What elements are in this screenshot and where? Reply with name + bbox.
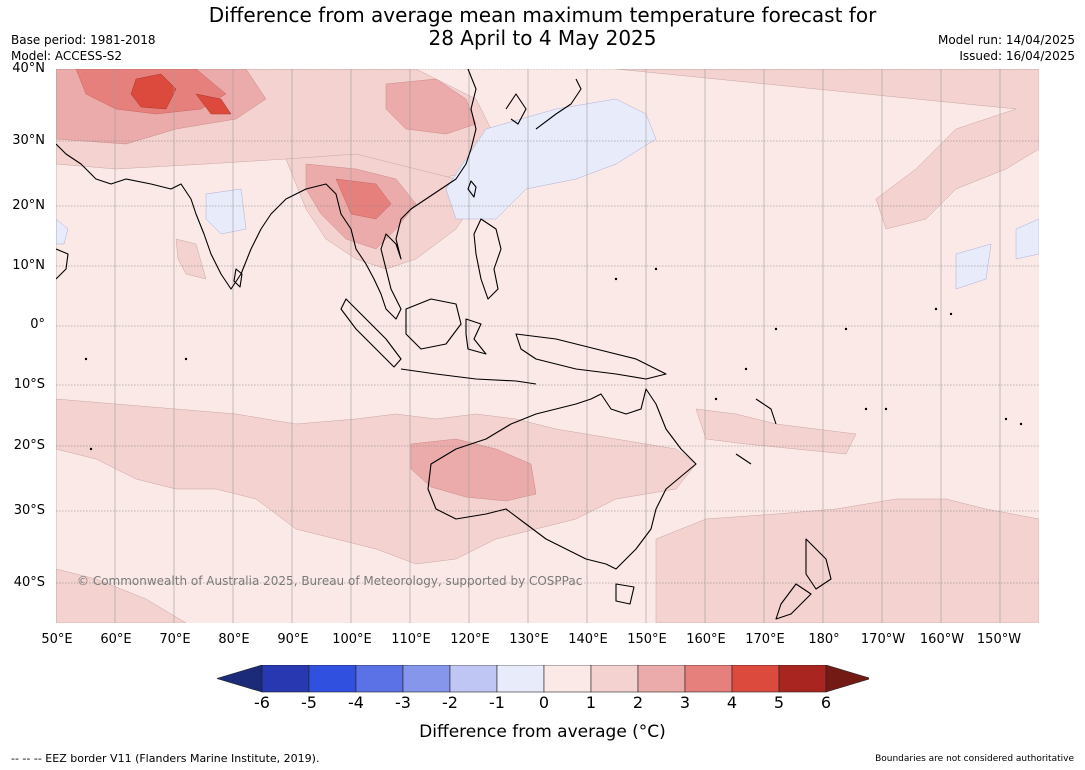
colorbar-cell: [637, 665, 686, 693]
model-name: Model: ACCESS-S2: [11, 49, 123, 63]
lat-label-20n: 20°N: [12, 198, 45, 213]
anomaly-4to5: [130, 73, 232, 115]
map-title: Difference from average mean maximum tem…: [208, 3, 877, 50]
colorbar-cell: [778, 665, 827, 693]
colorbar-cell: [308, 665, 357, 693]
anomaly-map: [56, 69, 1039, 623]
lon-label: 160°E: [686, 632, 726, 647]
colorbar-tick-label: -2: [442, 693, 458, 712]
lon-label: 130°E: [509, 632, 549, 647]
colorbar-tick-label: 4: [726, 693, 738, 712]
lon-label: 150°E: [627, 632, 667, 647]
island-dots: [84, 267, 1023, 451]
colorbar-tick-label: 6: [820, 693, 832, 712]
meta-right: Model run: 14/04/2025 Issued: 16/04/2025: [938, 32, 1075, 64]
colorbar-cell: [261, 665, 310, 693]
lon-label: 150°W: [976, 632, 1022, 647]
colorbar-extend-high: [825, 665, 869, 693]
lat-label-30n: 30°N: [12, 133, 45, 148]
colorbar-cell: [496, 665, 545, 693]
lat-gridlines: [56, 69, 1039, 584]
colorbar-tick-label: -4: [348, 693, 364, 712]
colorbar-tick-label: 2: [632, 693, 644, 712]
colorbar-cell: [590, 665, 639, 693]
lon-label: 110°E: [391, 632, 431, 647]
colorbar-tick-label: -1: [489, 693, 505, 712]
lon-label: 80°E: [218, 632, 250, 647]
issued-date: Issued: 16/04/2025: [959, 49, 1075, 63]
colorbar-tick-label: 0: [538, 693, 550, 712]
lon-label: 120°E: [450, 632, 490, 647]
colorbar-tick-label: 3: [679, 693, 691, 712]
lon-label: 70°E: [159, 632, 191, 647]
lat-label-0: 0°: [30, 317, 45, 332]
coastlines: [56, 69, 832, 620]
colorbar-cell: [355, 665, 404, 693]
lat-label-10s: 10°S: [13, 377, 45, 392]
lat-label-10n: 10°N: [12, 258, 45, 273]
colorbar-cell: [449, 665, 498, 693]
colorbar-cell: [543, 665, 592, 693]
anomaly-neg1to0: [56, 98, 1039, 290]
model-run: Model run: 14/04/2025: [937, 33, 1075, 47]
lon-label: 60°E: [100, 632, 132, 647]
lon-label: 100°E: [332, 632, 372, 647]
colorbar-tick-label: -6: [254, 693, 270, 712]
colorbar-label: Difference from average (°C): [419, 722, 666, 742]
lat-label-40n: 40°N: [12, 61, 45, 76]
lon-label: 170°W: [860, 632, 906, 647]
lon-gridlines: [56, 69, 1001, 623]
base-period: Base period: 1981-2018: [11, 33, 156, 47]
colorbar-tick-label: 1: [585, 693, 597, 712]
copyright-notice: © Commonwealth of Australia 2025, Bureau…: [77, 574, 583, 588]
colorbar-tick-label: -5: [301, 693, 317, 712]
lon-label: 170°E: [745, 632, 785, 647]
boundaries-disclaimer: Boundaries are not considered authoritat…: [875, 754, 1074, 764]
lat-label-40s: 40°S: [13, 575, 45, 590]
lon-label: 50°E: [41, 632, 73, 647]
lon-label: 90°E: [277, 632, 309, 647]
lat-label-30s: 30°S: [13, 503, 45, 518]
colorbar-tick-label: -3: [395, 693, 411, 712]
colorbar: [217, 665, 869, 693]
colorbar-cell: [684, 665, 733, 693]
colorbar-tick-label: 5: [773, 693, 785, 712]
eez-legend: -- -- -- EEZ border V11 (Flanders Marine…: [11, 752, 320, 765]
lat-label-20s: 20°S: [13, 438, 45, 453]
colorbar-extend-low: [217, 665, 263, 693]
meta-left: Base period: 1981-2018 Model: ACCESS-S2: [11, 32, 156, 64]
colorbar-cell: [402, 665, 451, 693]
lon-label: 160°W: [919, 632, 965, 647]
lon-label: 140°E: [568, 632, 608, 647]
lon-label: 180°: [808, 632, 840, 647]
colorbar-cell: [731, 665, 780, 693]
